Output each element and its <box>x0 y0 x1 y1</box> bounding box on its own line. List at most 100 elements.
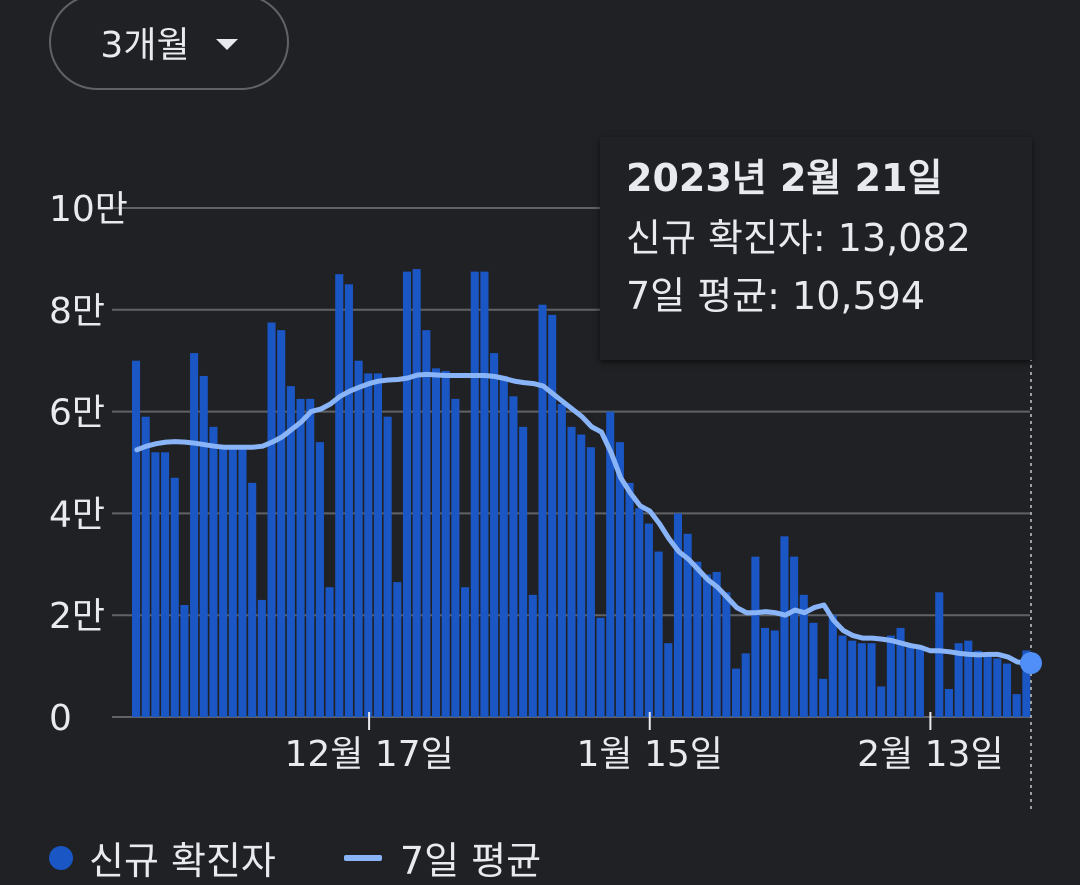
range-selector[interactable]: 3개월 <box>49 0 289 90</box>
bar <box>451 398 460 717</box>
bar <box>325 587 334 717</box>
bar <box>519 426 528 717</box>
bar <box>683 533 692 717</box>
legend: 신규 확진자 7일 평균 <box>49 830 541 885</box>
bar <box>180 605 189 717</box>
bar <box>538 304 547 717</box>
legend-avg-label: 7일 평균 <box>399 839 542 883</box>
bar <box>732 668 741 717</box>
y-tick-label: 6만 <box>49 393 105 434</box>
x-axis-ticks: 12월 17일 1월 15일 2월 13일 <box>284 712 1004 775</box>
y-tick-label: 4만 <box>49 494 105 535</box>
bar <box>1022 650 1031 717</box>
bar <box>596 617 605 717</box>
x-tick-label: 12월 17일 <box>284 734 453 775</box>
tooltip-cases-value: 13,082 <box>837 216 971 260</box>
bar <box>770 630 779 717</box>
bar <box>567 426 576 717</box>
bar <box>867 643 876 717</box>
bar <box>654 551 663 717</box>
bar <box>664 643 673 717</box>
bar <box>344 284 353 717</box>
bar <box>693 561 702 717</box>
bar <box>799 594 808 717</box>
bar <box>151 452 160 717</box>
bar <box>722 592 731 717</box>
bar <box>819 678 828 717</box>
bar <box>132 360 141 717</box>
bar <box>712 571 721 717</box>
tooltip-avg-label: 7일 평균 <box>626 274 768 318</box>
bar <box>248 482 257 717</box>
bar <box>228 447 237 717</box>
bar <box>412 269 421 717</box>
bar <box>219 447 228 717</box>
bar-series <box>132 269 1031 717</box>
bar <box>586 447 595 717</box>
bar <box>402 271 412 717</box>
legend-avg-marker <box>343 854 382 861</box>
bar <box>606 411 615 717</box>
bar <box>499 375 508 717</box>
bar <box>141 416 150 717</box>
last-point-marker <box>1020 652 1042 675</box>
y-tick-label: 2만 <box>49 596 105 637</box>
bar <box>354 360 363 717</box>
bar <box>857 643 866 717</box>
bar <box>364 373 373 717</box>
bar <box>461 587 470 717</box>
y-tick-label: 8만 <box>49 291 105 332</box>
bar <box>422 330 431 717</box>
bar <box>848 640 857 717</box>
bar <box>490 353 499 717</box>
bar <box>673 513 683 717</box>
bar <box>557 403 566 717</box>
bar <box>480 271 489 717</box>
tooltip: 2023년 2월 21일 신규 확진자: 13,082 7일 평균: 10,59… <box>600 137 1032 360</box>
bar <box>964 640 973 717</box>
bar <box>373 373 383 717</box>
bar <box>161 452 170 717</box>
y-tick-label: 10만 <box>49 189 128 230</box>
bar <box>751 556 760 717</box>
tooltip-avg: 7일 평균: 10,594 <box>626 274 925 318</box>
bar <box>190 353 199 717</box>
bar <box>886 635 895 717</box>
avg-line-path <box>134 371 1030 666</box>
bar <box>828 615 837 717</box>
bar <box>470 271 479 717</box>
tooltip-cases-label: 신규 확진자 <box>626 216 813 260</box>
bar <box>983 655 992 717</box>
legend-cases-label: 신규 확진자 <box>89 839 276 883</box>
bar <box>906 645 915 717</box>
bar <box>199 375 208 717</box>
bar <box>267 322 276 717</box>
bar <box>577 434 586 717</box>
bar <box>170 477 179 717</box>
bar <box>286 386 295 717</box>
bar <box>1002 663 1012 717</box>
bar <box>257 599 266 717</box>
bar <box>315 442 324 717</box>
bar <box>509 396 518 717</box>
bar <box>944 689 953 717</box>
bar <box>915 648 924 717</box>
bar <box>625 482 634 717</box>
bar <box>615 442 624 717</box>
bar <box>238 447 247 717</box>
bar <box>1012 694 1021 717</box>
tooltip-avg-value: 10,594 <box>792 274 925 318</box>
bar <box>780 536 789 717</box>
bar <box>528 594 537 717</box>
bar <box>973 650 983 717</box>
bar <box>296 398 305 717</box>
bar <box>644 523 653 717</box>
bar <box>954 643 963 717</box>
bar <box>548 314 557 717</box>
bar <box>277 330 286 717</box>
tooltip-cases: 신규 확진자: 13,082 <box>626 216 971 260</box>
bar <box>935 592 944 717</box>
bar <box>335 274 344 717</box>
bar <box>702 574 712 717</box>
